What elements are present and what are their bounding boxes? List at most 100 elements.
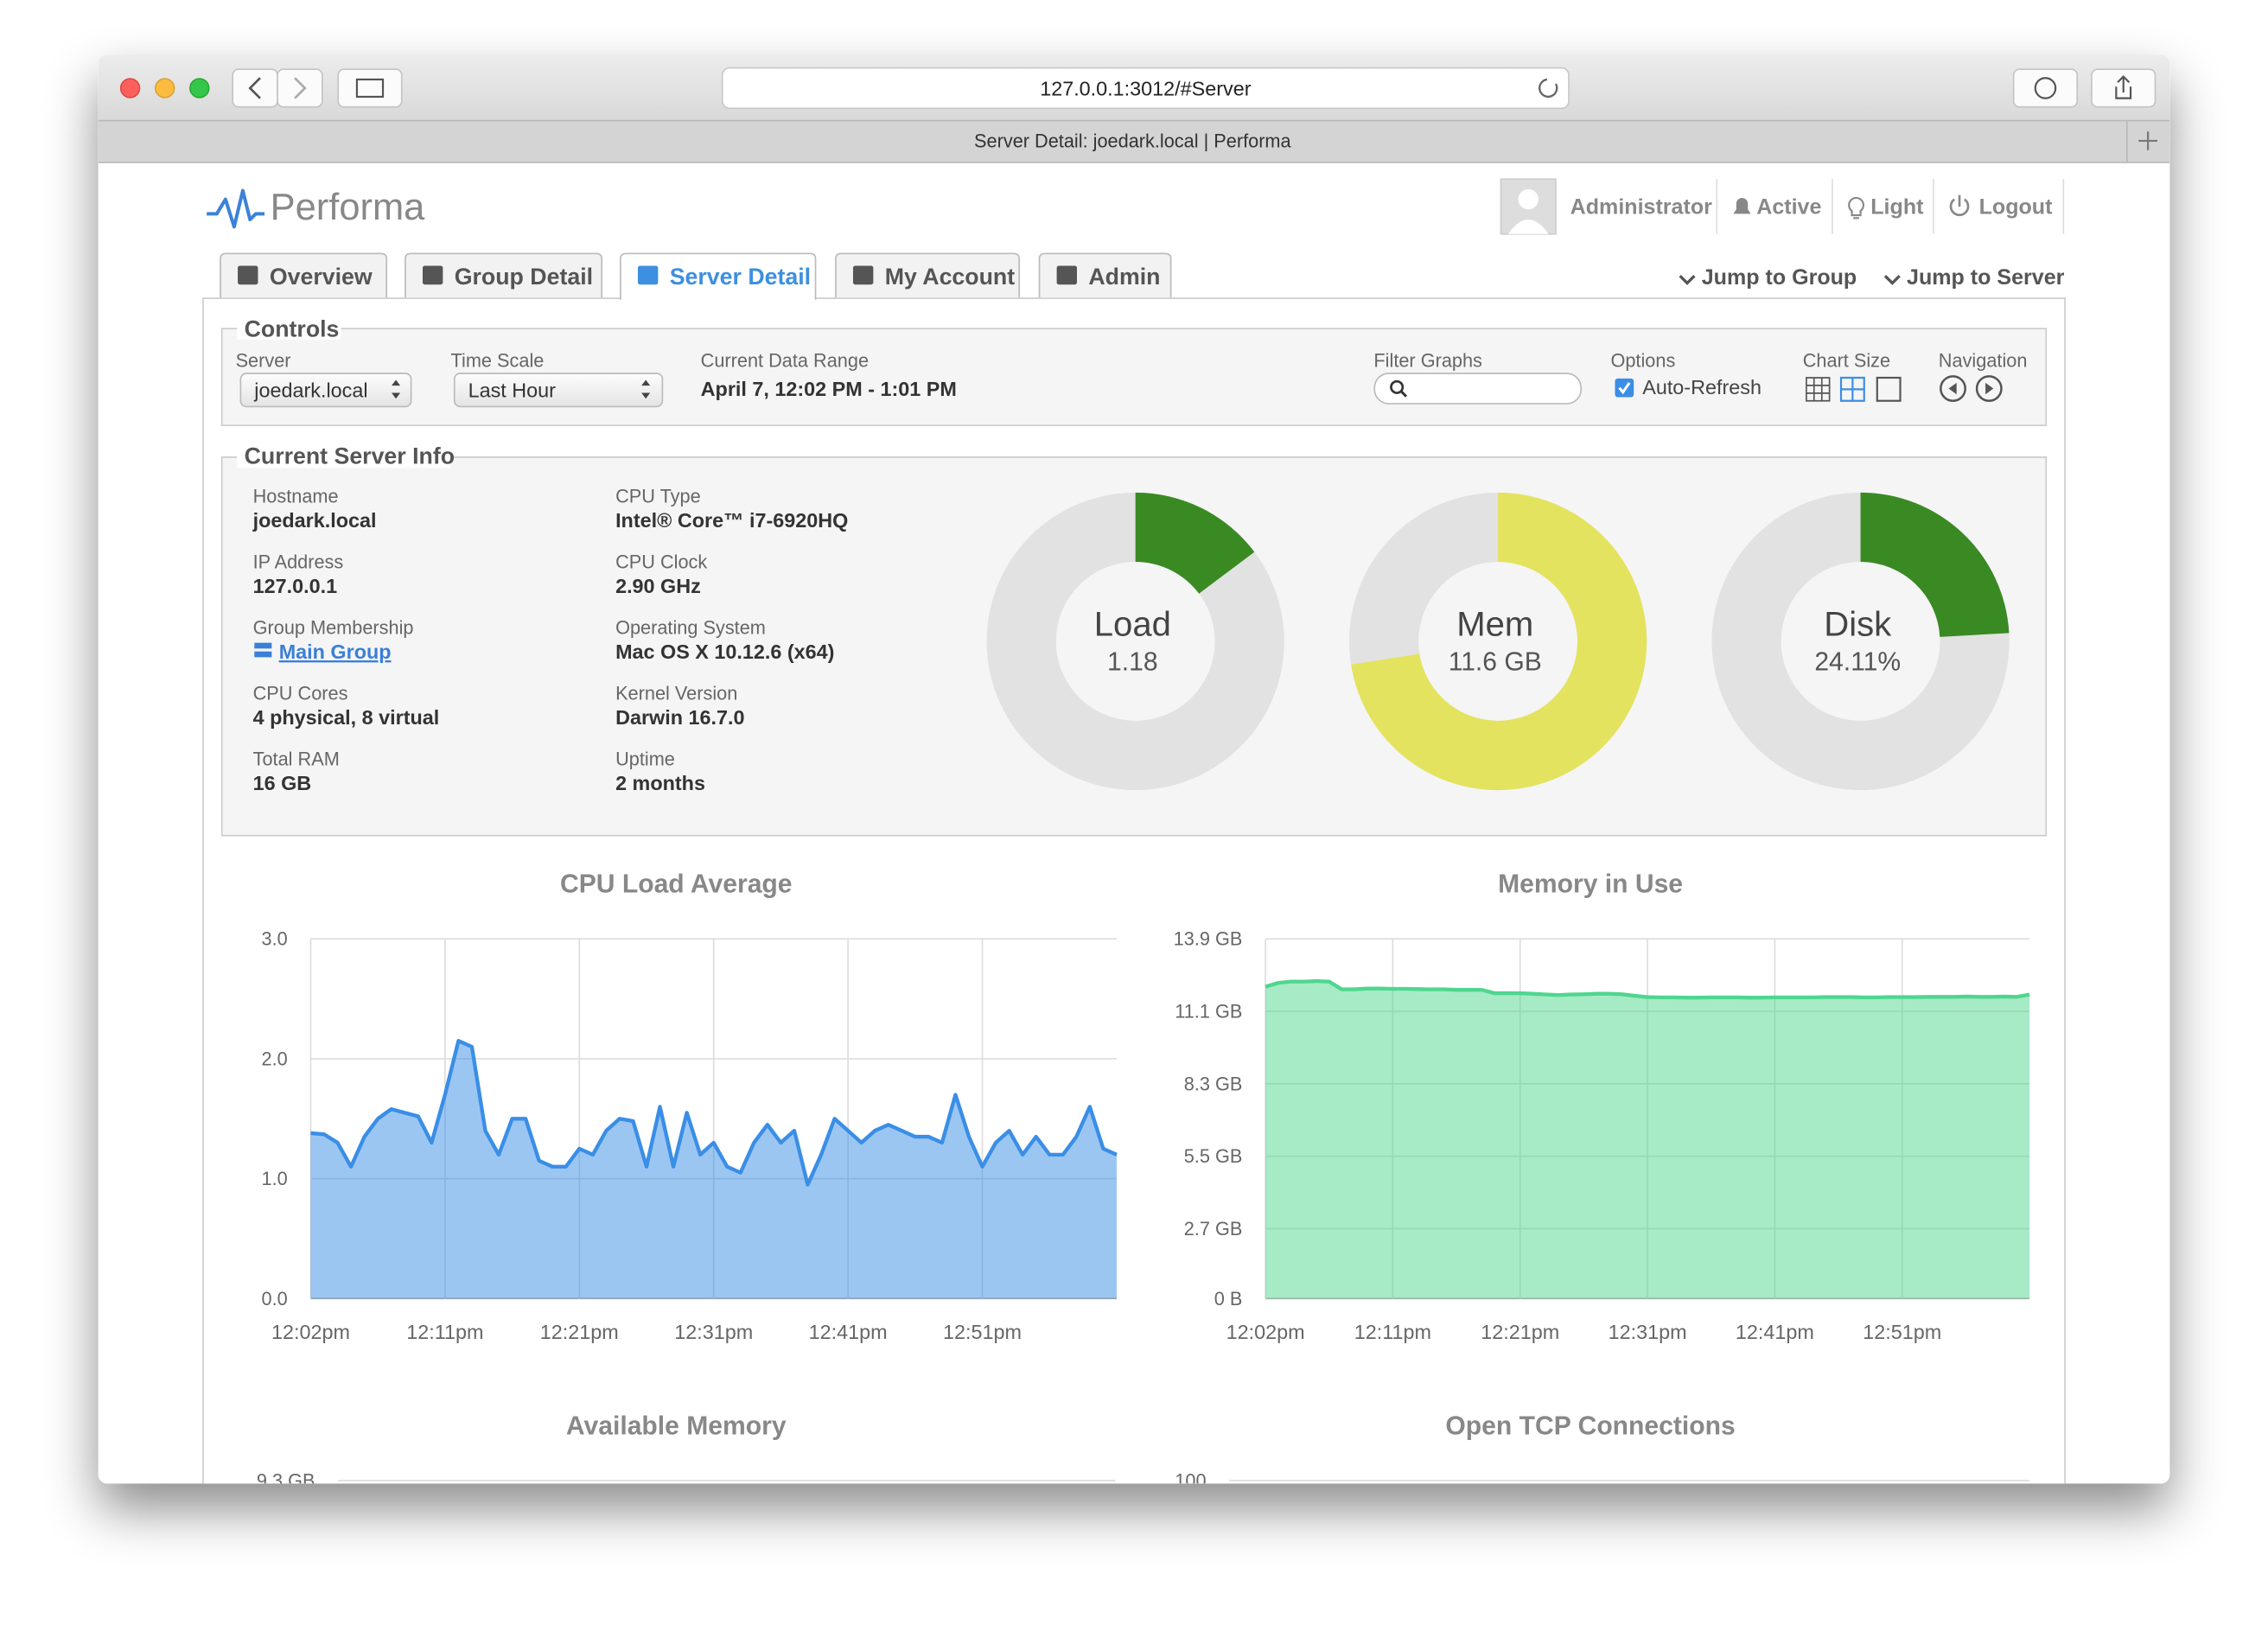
data-range: April 7, 12:02 PM - 1:01 PM (701, 378, 957, 400)
group-icon (254, 642, 272, 649)
select-arrows (392, 379, 401, 399)
tab[interactable] (835, 252, 1020, 298)
y-tick-label: 2.0 (262, 1048, 288, 1069)
nav-prev[interactable] (1940, 375, 1966, 402)
chart-size-medium[interactable] (1839, 376, 1865, 402)
new-tab-button[interactable] (2138, 131, 2157, 150)
url: 127.0.0.1:3012/#Server (1040, 77, 1252, 99)
info-value: joedark.local (252, 509, 377, 532)
check-icon (1618, 381, 1631, 395)
info-button[interactable] (2012, 68, 2079, 108)
x-tick-label: 12:51pm (1863, 1321, 1941, 1343)
x-tick-label: 12:21pm (1481, 1321, 1559, 1343)
minimize-button[interactable] (154, 78, 175, 99)
field-label: Chart Size (1803, 349, 1890, 371)
filter-input[interactable] (1373, 373, 1583, 405)
logo[interactable]: Performa (271, 187, 425, 228)
menu-item[interactable]: Active (1756, 194, 1821, 219)
option-label[interactable]: Auto-Refresh (1642, 376, 1762, 398)
x-tick-label: 12:41pm (1736, 1321, 1814, 1343)
info-label: Kernel Version (615, 683, 737, 704)
chart-size-small[interactable] (1806, 377, 1831, 402)
zoom-button[interactable] (189, 78, 210, 99)
tab[interactable] (405, 252, 603, 298)
jump-link[interactable]: Jump to Server (1907, 265, 2065, 290)
field-label: Navigation (1939, 349, 2028, 371)
info-value: 2.90 GHz (615, 575, 701, 597)
info-label: CPU Cores (253, 683, 348, 704)
group-link[interactable]: Main Group (279, 640, 392, 663)
tab[interactable] (1038, 252, 1172, 298)
y-tick-label: 2.7 GB (1184, 1218, 1243, 1239)
gauge-arc (1135, 492, 1255, 594)
jump-link[interactable]: Jump to Group (1702, 265, 1857, 290)
nav-prev-icon (1948, 382, 1957, 395)
window-content: 127.0.0.1:3012/#Server Server Detail: jo… (98, 54, 2170, 1491)
info-label: Group Membership (253, 617, 414, 639)
forward-button[interactable] (277, 68, 323, 108)
x-tick-label: 12:21pm (540, 1321, 619, 1343)
tab-title[interactable]: Server Detail: joedark.local | Performa (974, 130, 1291, 151)
group-icon (254, 651, 272, 658)
user-name[interactable]: Administrator (1570, 194, 1712, 219)
info-value: 16 GB (253, 772, 312, 794)
search-icon (1400, 390, 1408, 398)
y-tick-label: 11.1 GB (1175, 1001, 1242, 1023)
info-value: Mac OS X 10.12.6 (x64) (615, 640, 834, 663)
info-value: Darwin 16.7.0 (615, 706, 744, 729)
chart-title: CPU Load Average (560, 870, 793, 899)
menu-item[interactable]: Light (1870, 194, 1924, 219)
sidebar-button[interactable] (337, 68, 403, 108)
nav-next-icon (1985, 382, 1994, 395)
series-line (1265, 978, 2030, 1000)
chart-title: Open TCP Connections (1445, 1412, 1735, 1440)
reload-icon[interactable] (1539, 78, 1558, 99)
chart-title: Available Memory (566, 1412, 787, 1440)
server-info-legend: Current Server Info (245, 443, 455, 468)
x-tick-label: 12:02pm (271, 1321, 350, 1343)
chevron-icon (1883, 275, 1901, 285)
time-scale-select[interactable] (453, 373, 664, 408)
gauge-arc (1351, 492, 1647, 791)
tab[interactable] (620, 252, 817, 300)
gauges: Load 1.18 Mem 11.6 GB Disk 24.11% (986, 492, 2010, 791)
info-value: 4 physical, 8 virtual (253, 706, 440, 729)
select-arrows (641, 379, 651, 399)
chart-title: Memory in Use (1498, 870, 1683, 899)
x-tick-label: 12:41pm (809, 1321, 888, 1343)
select-value: Last Hour (468, 379, 557, 402)
back-button[interactable] (232, 68, 278, 108)
tab-label[interactable]: Admin (1088, 264, 1160, 290)
gauge-value: 24.11% (1814, 647, 1901, 676)
chart-size-large[interactable] (1876, 376, 1902, 402)
tab[interactable] (220, 252, 388, 298)
tab-label[interactable]: Overview (270, 264, 373, 290)
avatar-body (1507, 220, 1549, 234)
y-tick-label: 9.3 GB (257, 1469, 315, 1491)
close-button[interactable] (119, 78, 141, 99)
x-tick-label: 12:31pm (1609, 1321, 1687, 1343)
series-line (310, 1038, 1118, 1187)
info-value: 127.0.0.1 (253, 575, 337, 597)
back-icon (248, 77, 261, 99)
tab-label[interactable]: Server Detail (670, 264, 811, 290)
url-field[interactable] (721, 67, 1570, 110)
menu-item[interactable]: Logout (1979, 194, 2053, 219)
bulb-icon (1848, 196, 1864, 220)
info-label: Uptime (615, 749, 675, 770)
x-tick-label: 12:31pm (674, 1321, 753, 1343)
x-tick-label: 12:11pm (1354, 1321, 1431, 1343)
tab-label[interactable]: My Account (885, 264, 1016, 290)
tab-label[interactable]: Group Detail (455, 264, 593, 290)
info-label: Operating System (615, 617, 766, 639)
info-label: CPU Clock (615, 551, 707, 573)
field-label: Current Data Range (701, 349, 869, 371)
server-select[interactable] (239, 373, 412, 408)
field-label: Options (1610, 349, 1675, 371)
nav-next[interactable] (1975, 375, 2003, 402)
gauge-label: Disk (1824, 605, 1892, 643)
y-tick-label: 100 (1175, 1469, 1206, 1491)
